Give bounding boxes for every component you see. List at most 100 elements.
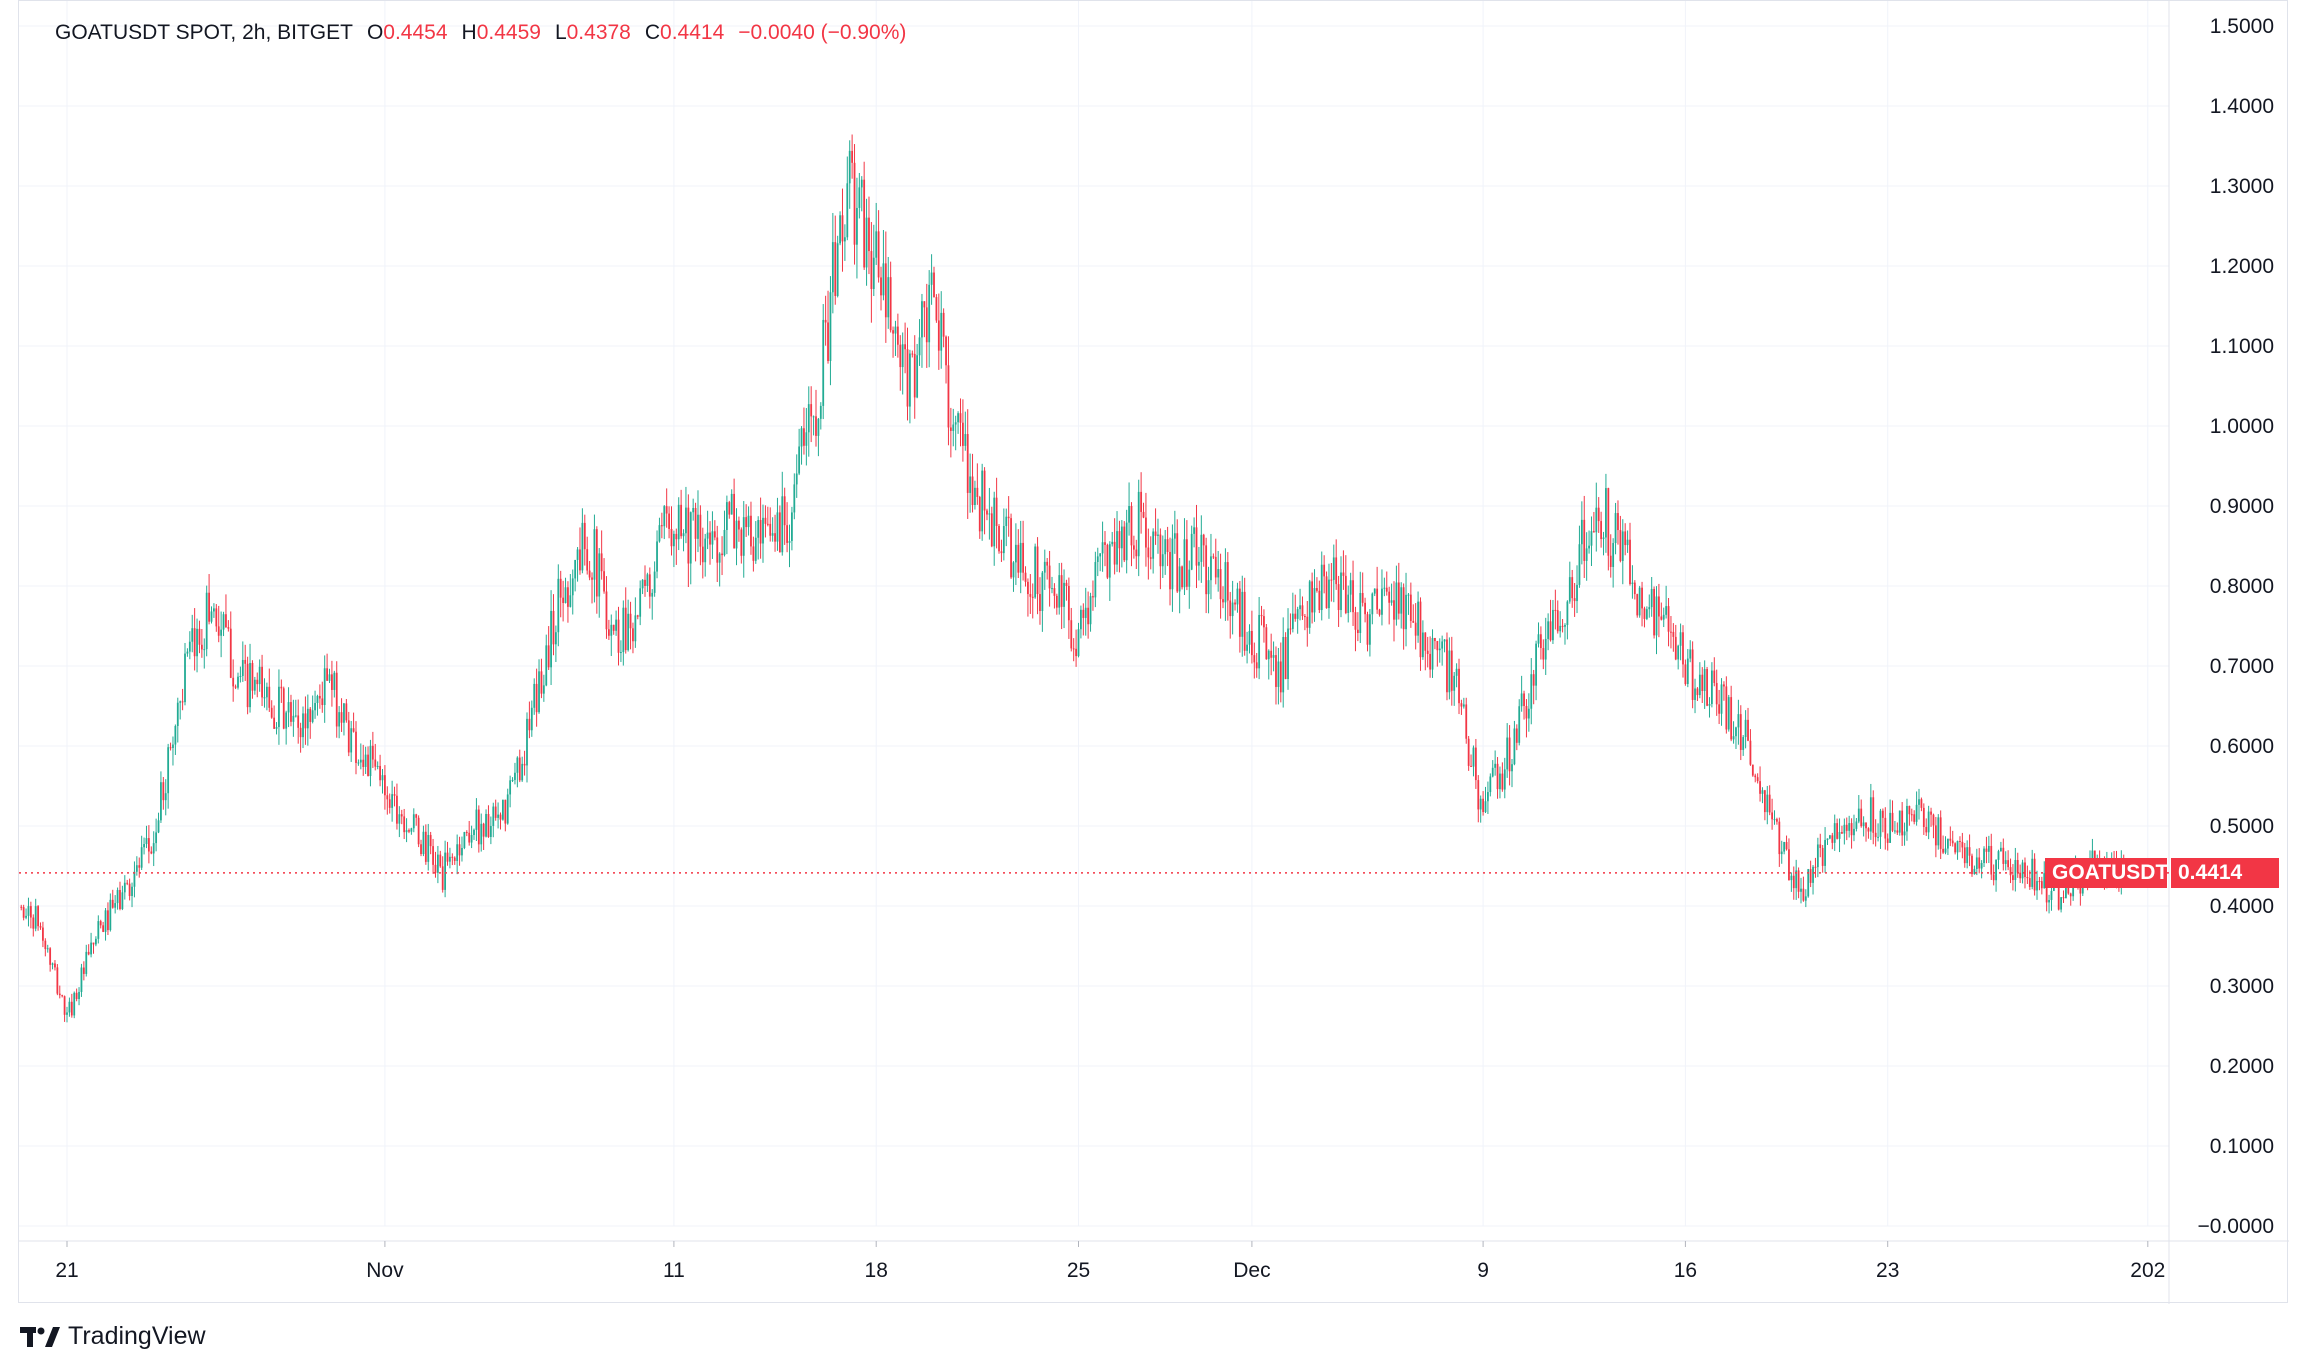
candle-body xyxy=(1542,648,1545,660)
candle-body xyxy=(1667,606,1670,632)
candle-body xyxy=(1017,544,1020,573)
candle-body xyxy=(1624,531,1627,546)
candle-body xyxy=(1014,544,1017,563)
candle-body xyxy=(203,649,206,651)
candle-body xyxy=(1337,584,1340,611)
candle-body xyxy=(1898,810,1901,833)
candle-body xyxy=(208,592,210,622)
candle-body xyxy=(326,668,328,681)
candle-body xyxy=(362,759,365,767)
candle-body xyxy=(742,517,745,556)
candle-body xyxy=(1125,522,1128,561)
candle-body xyxy=(892,330,894,334)
candle-body xyxy=(1566,601,1569,625)
chart-canvas[interactable]: 1.5000 1.4000 1.3000 1.2000 1.1000 1.0000 0.90… xyxy=(19,1,2289,1304)
candle-body xyxy=(1409,594,1412,621)
candle-body xyxy=(986,510,988,515)
candle-body xyxy=(1417,601,1419,636)
candle-body xyxy=(1287,628,1289,679)
candle-body xyxy=(1446,639,1448,693)
candle-body xyxy=(518,757,521,781)
candle-body xyxy=(1845,824,1848,831)
candle-body xyxy=(1718,704,1721,714)
candle-body xyxy=(711,531,714,545)
candle-body xyxy=(1424,632,1427,651)
candle-body xyxy=(2016,860,2019,873)
candle-body xyxy=(685,507,687,534)
candle-body xyxy=(1487,792,1489,802)
candle-body xyxy=(533,683,536,708)
candle-body xyxy=(1715,682,1718,705)
candle-body xyxy=(1694,688,1696,700)
candle-body xyxy=(574,559,577,579)
candle-body xyxy=(1807,869,1810,897)
candle-body xyxy=(906,349,909,407)
candle-body xyxy=(593,529,596,580)
candle-body xyxy=(1181,566,1183,588)
candle-body xyxy=(523,763,526,766)
candle-body xyxy=(860,179,863,188)
candle-body xyxy=(1072,648,1075,650)
candle-body xyxy=(1043,561,1046,573)
candle-body xyxy=(1571,577,1574,599)
candle-body xyxy=(232,677,235,687)
candle-body xyxy=(1978,857,1981,869)
candle-body xyxy=(807,404,810,433)
candle-body xyxy=(1349,580,1352,595)
candle-body xyxy=(1405,594,1407,630)
candle-body xyxy=(316,695,319,704)
candle-body xyxy=(1901,810,1904,836)
candle-body xyxy=(1474,747,1477,781)
candle-body xyxy=(364,754,367,767)
candle-body xyxy=(1306,616,1309,628)
candle-body xyxy=(429,834,432,847)
candle-body xyxy=(1961,841,1964,848)
candle-body xyxy=(1660,616,1663,620)
candle-body xyxy=(622,607,625,653)
candle-body xyxy=(1641,587,1643,609)
candle-body xyxy=(962,422,964,446)
candle-body xyxy=(87,951,90,955)
x-tick-label: 11 xyxy=(663,1259,685,1282)
candle-body xyxy=(882,263,885,296)
candle-body xyxy=(759,520,762,544)
candle-body xyxy=(990,513,993,547)
candle-body xyxy=(1185,539,1188,587)
candle-body xyxy=(1241,591,1244,637)
candle-body xyxy=(1496,763,1499,790)
candle-body xyxy=(1190,533,1193,570)
candle-body xyxy=(1679,632,1682,646)
tradingview-brand[interactable]: TradingView xyxy=(20,1322,206,1351)
candle-body xyxy=(550,610,552,668)
candle-body xyxy=(1161,554,1164,567)
candle-body xyxy=(2021,862,2024,879)
candle-body xyxy=(263,697,266,699)
candle-body xyxy=(1937,817,1940,846)
candle-body xyxy=(752,546,755,561)
candle-body xyxy=(391,794,394,808)
candle-body xyxy=(540,671,543,694)
candle-body xyxy=(959,413,962,423)
candle-body xyxy=(1058,575,1061,608)
candle-body xyxy=(880,277,882,296)
symbol-title[interactable]: GOATUSDT SPOT, 2h, BITGET xyxy=(55,21,353,44)
candle-body xyxy=(776,512,779,542)
candle-body xyxy=(22,907,25,918)
candle-body xyxy=(51,963,54,965)
candle-body xyxy=(1263,616,1265,628)
candle-body xyxy=(20,906,23,908)
candle-body xyxy=(1614,513,1617,544)
candle-body xyxy=(1063,582,1065,607)
candle-body xyxy=(256,679,259,685)
candle-body xyxy=(306,708,309,729)
candle-body xyxy=(121,892,124,910)
candle-body xyxy=(2060,897,2062,910)
candle-body xyxy=(198,628,201,645)
candle-body xyxy=(923,301,926,308)
candle-body xyxy=(911,353,914,355)
candle-body xyxy=(1691,649,1694,700)
candle-body xyxy=(331,674,333,690)
candle-body xyxy=(237,676,239,688)
candle-body xyxy=(1111,541,1114,545)
candle-body xyxy=(538,671,540,713)
